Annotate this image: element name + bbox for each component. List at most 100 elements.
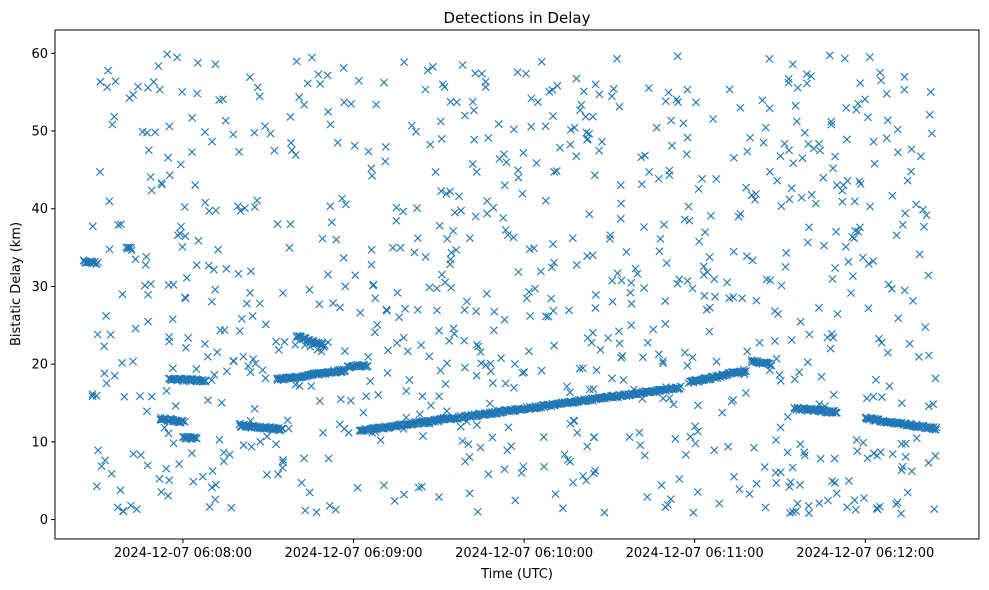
data-point — [179, 417, 187, 425]
data-point — [205, 207, 214, 215]
data-point — [100, 369, 109, 378]
data-point — [828, 275, 837, 283]
data-point — [368, 171, 377, 180]
data-point — [180, 203, 189, 211]
data-point — [608, 276, 617, 285]
data-point — [619, 376, 628, 384]
data-point — [807, 190, 816, 199]
data-point — [850, 234, 859, 243]
data-point — [332, 235, 341, 244]
data-point — [882, 89, 891, 98]
data-point — [550, 258, 559, 267]
data-point — [162, 386, 171, 395]
data-point — [832, 227, 841, 236]
data-point — [340, 347, 349, 356]
data-point — [189, 477, 198, 486]
data-point — [125, 94, 134, 103]
data-point — [435, 221, 444, 230]
data-point — [244, 362, 253, 371]
data-point — [489, 326, 498, 335]
data-point — [921, 323, 930, 332]
data-point — [680, 215, 689, 224]
data-point — [640, 284, 649, 293]
data-point — [926, 88, 935, 96]
data-point — [613, 54, 621, 63]
data-point — [844, 257, 853, 266]
data-point — [788, 463, 797, 472]
data-point — [897, 399, 906, 408]
data-point — [893, 125, 902, 134]
data-point — [164, 491, 173, 500]
data-point — [851, 226, 860, 235]
data-point — [892, 231, 901, 240]
data-point — [382, 305, 391, 314]
data-point — [797, 193, 806, 202]
data-point — [705, 327, 714, 336]
data-point — [743, 347, 752, 356]
data-point — [372, 100, 381, 109]
data-point — [178, 242, 187, 251]
data-point — [318, 234, 327, 243]
data-point — [207, 376, 216, 385]
data-point — [235, 147, 244, 156]
data-point — [460, 336, 469, 345]
data-point — [616, 214, 625, 223]
data-point — [735, 485, 744, 494]
data-point — [469, 106, 478, 115]
data-point — [614, 327, 623, 336]
data-point — [399, 333, 408, 342]
data-point — [850, 496, 859, 505]
data-point — [686, 432, 695, 441]
data-point — [344, 428, 353, 437]
data-point — [178, 87, 187, 96]
data-point — [116, 220, 125, 229]
data-point — [339, 253, 348, 262]
data-point — [356, 308, 365, 317]
data-point — [661, 319, 670, 328]
data-point — [539, 433, 548, 442]
data-point — [219, 457, 228, 466]
data-point — [146, 280, 155, 288]
data-point — [861, 95, 869, 104]
data-point — [583, 135, 592, 144]
data-point — [499, 214, 508, 222]
data-point — [785, 146, 793, 155]
data-point — [608, 374, 616, 383]
data-point — [272, 440, 281, 449]
data-point — [421, 253, 430, 261]
data-point — [326, 120, 335, 129]
data-point — [155, 85, 164, 94]
data-point — [776, 376, 785, 385]
data-point — [229, 130, 238, 139]
data-point — [477, 359, 486, 368]
data-point — [544, 312, 553, 321]
data-point — [443, 359, 451, 368]
data-point — [669, 400, 678, 409]
data-point — [932, 423, 941, 432]
data-point — [103, 83, 112, 92]
data-point — [916, 152, 925, 161]
data-point — [723, 278, 732, 287]
data-point — [434, 417, 443, 426]
data-point — [369, 281, 377, 290]
data-point — [901, 209, 910, 218]
data-point — [233, 202, 242, 211]
data-point — [495, 154, 504, 163]
data-point — [885, 382, 894, 391]
data-point — [518, 189, 527, 198]
x-tick-label: 2024-12-07 06:11:00 — [626, 546, 764, 561]
data-point — [924, 458, 933, 467]
data-point — [553, 81, 562, 90]
data-point — [863, 454, 872, 463]
data-point — [426, 140, 435, 149]
data-point — [301, 506, 310, 515]
data-point — [606, 231, 615, 240]
data-point — [157, 179, 166, 187]
data-point — [283, 416, 292, 425]
data-point — [324, 338, 332, 347]
data-point — [600, 508, 609, 517]
data-point — [776, 423, 785, 432]
data-point — [549, 240, 557, 249]
data-point — [791, 101, 800, 110]
data-point — [435, 493, 443, 502]
